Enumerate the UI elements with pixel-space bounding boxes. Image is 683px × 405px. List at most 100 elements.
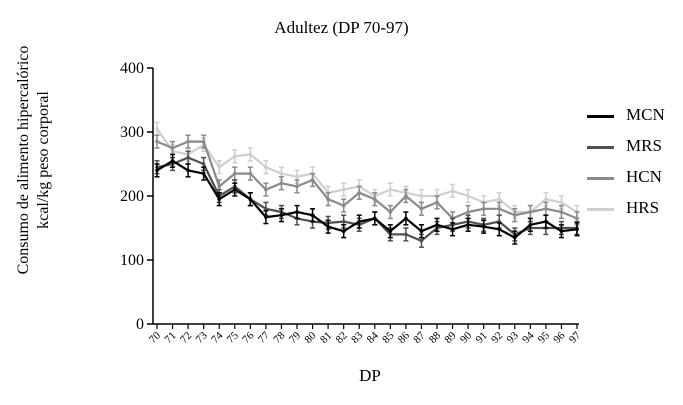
data-point (481, 224, 486, 229)
data-point (466, 223, 470, 227)
legend-item: MRS (587, 134, 677, 165)
data-point (264, 215, 268, 219)
data-point (326, 197, 330, 201)
data-point (264, 207, 268, 211)
data-point (310, 178, 315, 182)
data-point (575, 216, 579, 221)
data-point (186, 155, 190, 160)
x-tick-label: 80 (302, 329, 319, 346)
data-point (497, 207, 502, 211)
x-tick-label: 78 (271, 329, 288, 346)
x-tick-label: 87 (411, 329, 428, 346)
data-point (435, 200, 439, 205)
x-tick-label: 77 (256, 329, 273, 346)
x-tick-label: 73 (194, 329, 211, 346)
x-tick-label: 97 (567, 329, 584, 346)
data-point (419, 239, 424, 243)
legend-swatch (587, 115, 614, 118)
x-tick-label: 74 (209, 329, 226, 346)
data-point (497, 197, 502, 201)
data-point (404, 194, 408, 198)
x-tick-label: 81 (318, 330, 334, 346)
legend-label: HCN (626, 167, 662, 186)
data-point (544, 207, 548, 211)
data-point (248, 197, 253, 201)
data-point (575, 227, 579, 232)
data-point (310, 213, 315, 217)
data-point (279, 213, 284, 217)
x-tick-label: 92 (489, 330, 505, 346)
series-line-mrs (156, 156, 577, 242)
legend-swatch (587, 208, 614, 211)
data-point (217, 184, 222, 189)
data-point (419, 194, 424, 198)
data-point (419, 229, 424, 233)
data-point (404, 216, 408, 221)
data-point (450, 189, 455, 193)
x-tick-label: 70 (147, 329, 164, 346)
x-tick-label: 72 (178, 330, 194, 346)
data-point (512, 235, 517, 240)
data-point (544, 197, 548, 201)
x-tick-label: 82 (334, 330, 350, 346)
data-point (481, 207, 486, 211)
data-point (201, 162, 206, 166)
data-point (326, 224, 330, 229)
data-point (450, 227, 455, 232)
series-line-hrs (156, 128, 578, 214)
data-point (419, 207, 424, 211)
data-point (217, 197, 222, 201)
x-tick-label: 94 (520, 329, 537, 346)
data-point (559, 200, 564, 205)
data-point (372, 197, 377, 201)
x-tick-label: 90 (458, 329, 475, 346)
series-line-mcn (156, 159, 578, 239)
legend: MCN MRS HCN HRS (587, 103, 677, 227)
legend-label: MCN (626, 105, 665, 124)
data-point (435, 223, 439, 227)
data-point (232, 171, 237, 176)
data-point (372, 216, 377, 221)
x-tick-label: 75 (225, 329, 242, 346)
y-tick-label: 300 (120, 124, 144, 141)
x-tick-label: 95 (536, 329, 553, 346)
data-point (279, 171, 284, 176)
x-tick-label: 84 (365, 329, 382, 346)
legend-label: HRS (626, 198, 660, 217)
data-point (155, 168, 159, 173)
x-tick-label: 71 (162, 330, 178, 346)
x-axis-label: DP (359, 366, 381, 385)
data-point (295, 184, 299, 189)
x-tick-label: 76 (240, 329, 257, 346)
x-tick-label: 79 (287, 329, 304, 346)
data-point (357, 219, 362, 224)
y-tick-label: 100 (120, 252, 144, 269)
data-point (404, 232, 408, 237)
data-point (170, 159, 175, 163)
y-axis-label-line-1: Consumo de alimento hipercalórico (15, 45, 32, 275)
y-tick-label: 400 (120, 60, 144, 77)
x-tick-label: 96 (551, 329, 568, 346)
data-point (341, 229, 346, 233)
x-tick-label: 83 (349, 329, 366, 346)
data-point (559, 229, 564, 233)
x-tick-label: 91 (474, 330, 490, 346)
data-point (466, 210, 470, 214)
series-line-hcn (156, 140, 578, 220)
x-tick-label: 93 (505, 329, 522, 346)
data-point (201, 171, 206, 176)
data-point (155, 127, 159, 131)
legend-label: MRS (626, 136, 662, 155)
data-point (232, 187, 237, 192)
data-point (248, 152, 253, 157)
data-point (341, 187, 346, 192)
x-tick-label: 85 (380, 329, 397, 346)
data-point (295, 210, 299, 214)
data-point (388, 210, 393, 214)
data-point (264, 187, 268, 192)
data-point (264, 165, 268, 169)
data-point (248, 171, 253, 176)
x-tick-label: 88 (427, 329, 444, 346)
